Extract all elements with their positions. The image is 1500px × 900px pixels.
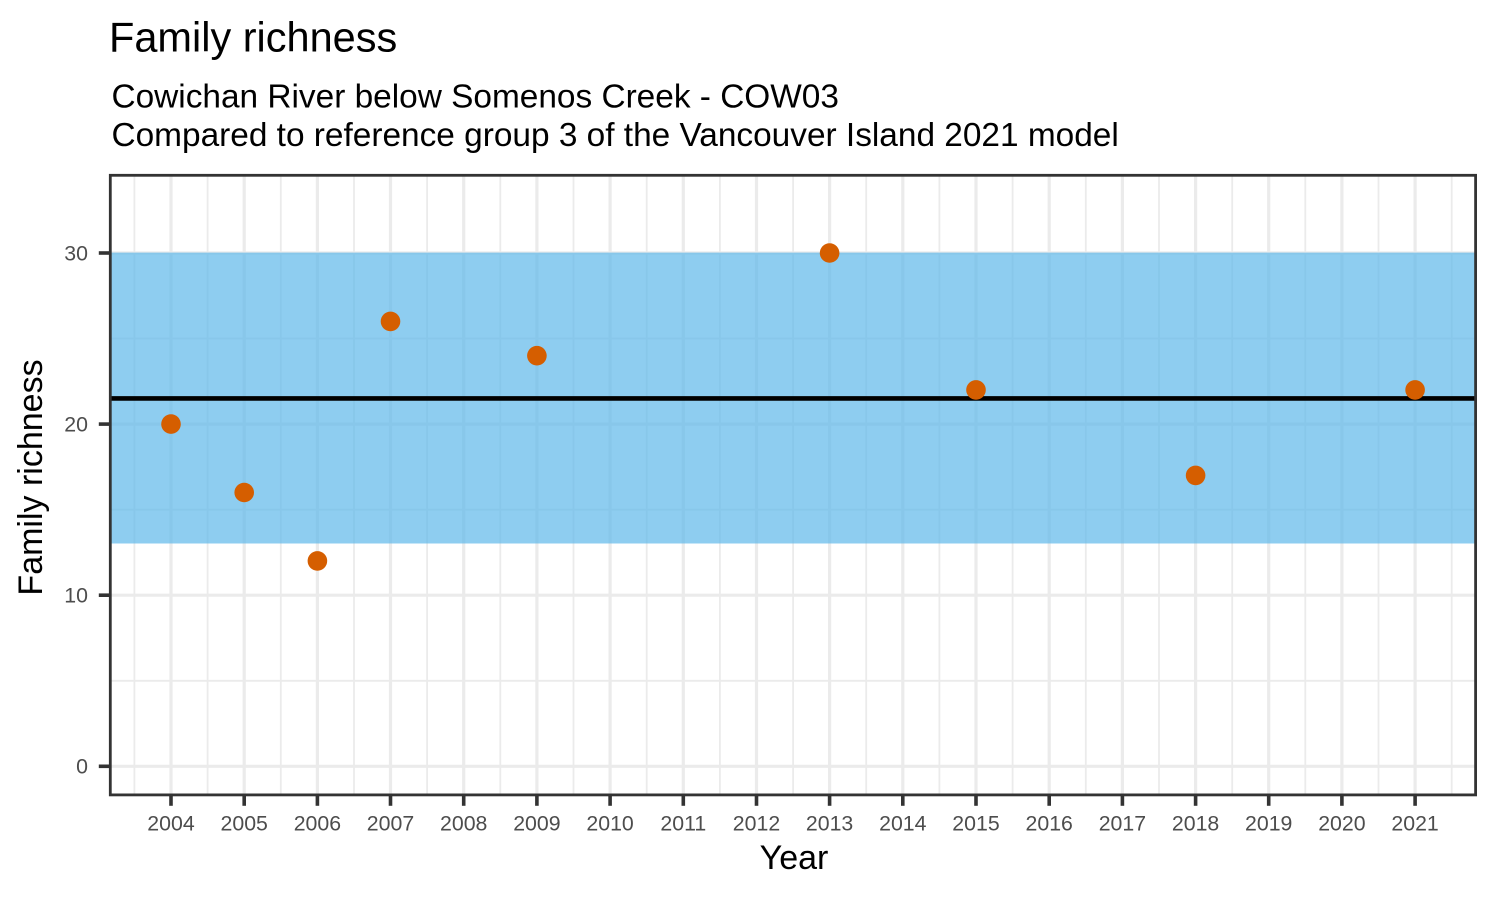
svg-text:2008: 2008: [440, 812, 487, 836]
svg-text:2010: 2010: [586, 812, 634, 836]
svg-text:2020: 2020: [1318, 812, 1366, 836]
svg-text:10: 10: [64, 584, 88, 608]
svg-text:2018: 2018: [1172, 812, 1219, 836]
svg-text:2004: 2004: [147, 812, 195, 836]
svg-text:2012: 2012: [733, 812, 780, 836]
svg-text:Year: Year: [760, 839, 829, 877]
svg-text:Family richness: Family richness: [109, 14, 397, 61]
svg-text:2021: 2021: [1391, 812, 1438, 836]
svg-text:2014: 2014: [879, 812, 927, 836]
svg-text:2006: 2006: [294, 812, 341, 836]
svg-text:2013: 2013: [806, 812, 853, 836]
svg-text:2019: 2019: [1245, 812, 1292, 836]
svg-text:Cowichan River below Somenos C: Cowichan River below Somenos Creek - COW…: [112, 79, 839, 116]
svg-text:2005: 2005: [221, 812, 268, 836]
svg-text:20: 20: [64, 413, 88, 437]
svg-text:Compared to reference group 3: Compared to reference group 3 of the Van…: [112, 117, 1119, 154]
svg-text:2015: 2015: [952, 812, 999, 836]
svg-text:2011: 2011: [660, 812, 706, 836]
svg-text:Family richness: Family richness: [12, 359, 50, 595]
svg-text:0: 0: [76, 755, 88, 779]
svg-text:2009: 2009: [513, 812, 560, 836]
svg-text:2007: 2007: [367, 812, 414, 836]
svg-text:30: 30: [64, 241, 88, 265]
svg-text:2016: 2016: [1026, 812, 1073, 836]
svg-text:2017: 2017: [1099, 812, 1146, 836]
